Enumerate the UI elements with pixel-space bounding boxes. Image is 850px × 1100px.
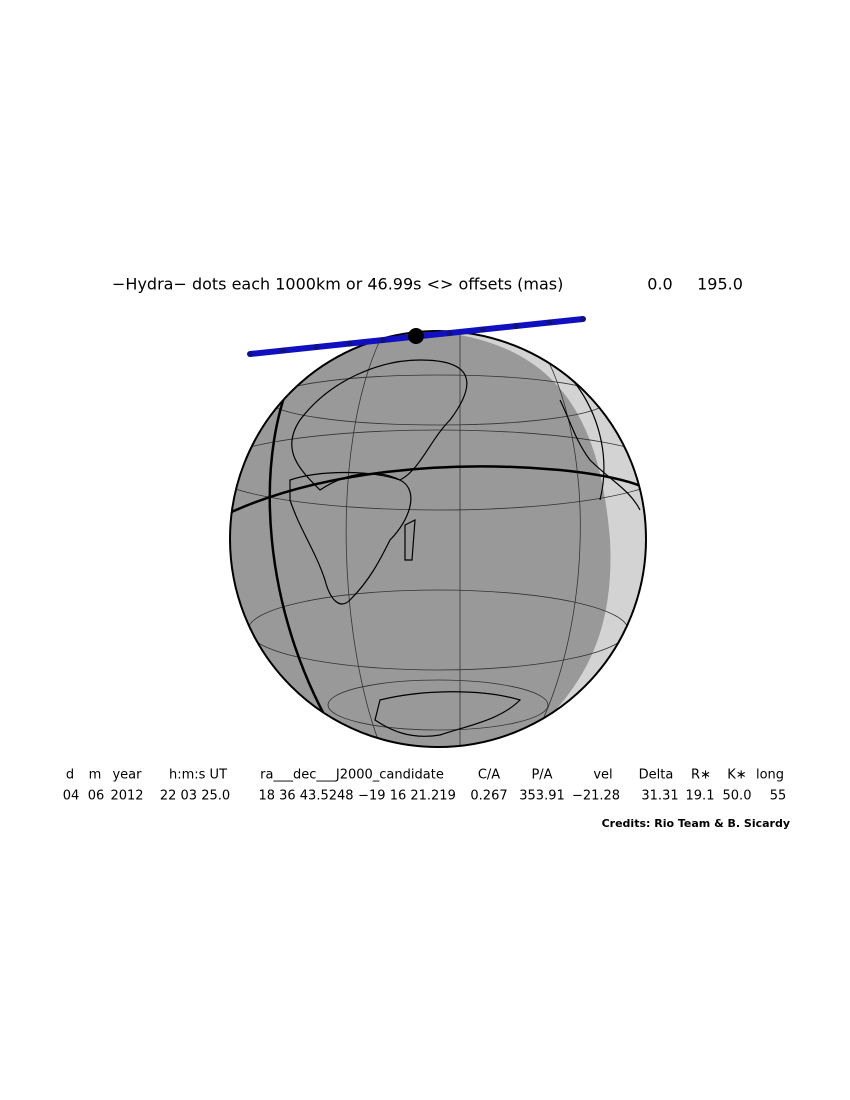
column-value: 2012 [110, 789, 143, 804]
offset: 0.0 [647, 275, 672, 294]
globe-disk [230, 331, 646, 747]
column-value: 0.267 [470, 789, 507, 804]
path-dot [546, 319, 553, 326]
column-value: 353.91 [519, 789, 565, 804]
column-header: ra___dec___J2000_candidate [260, 768, 444, 783]
globe-outline [229, 330, 647, 748]
closest-approach [408, 328, 424, 344]
path-dot [280, 347, 287, 354]
path-dot [580, 316, 586, 322]
parameter-table: d m year h:m:s UT ra___dec___J2000_candidate… [63, 768, 787, 804]
column-header: m [89, 768, 102, 783]
column-value: 50.0 [723, 789, 752, 804]
shadow-limit [230, 465, 646, 517]
coastlines [289, 331, 641, 737]
offset: 195.0 [697, 275, 743, 294]
title: −Hydra− dots each 1000km or 46.99s <> of… [112, 275, 563, 294]
column-header: P/A [531, 768, 552, 783]
column-value: 22 03 25.0 [160, 789, 230, 804]
column-header: Delta [639, 768, 674, 783]
path-dot [513, 323, 520, 329]
path-dot [480, 326, 487, 333]
column-value: 31.31 [641, 789, 678, 804]
path-dot [346, 340, 353, 347]
column-value: 06 [88, 789, 105, 804]
column-header: R∗ [691, 768, 711, 783]
path-dot [446, 330, 453, 336]
column-value: 04 [63, 789, 80, 804]
column-header: h:m:s UT [169, 768, 227, 783]
column-header: C/A [478, 768, 500, 783]
path-dot [247, 351, 253, 357]
column-header: d [66, 768, 74, 783]
column-value: 55 [770, 789, 787, 804]
column-header: vel [593, 768, 612, 783]
column-header: year [112, 768, 142, 783]
occultation-path [247, 316, 586, 357]
column-value: 19.1 [686, 789, 715, 804]
column-header: long [756, 768, 784, 783]
column-value: 18 36 43.5248 [258, 789, 353, 804]
credits: Credits: Rio Team & B. Sicardy [602, 817, 790, 830]
column-value: −19 16 21.219 [358, 789, 456, 804]
path-dot [380, 337, 387, 343]
globe [229, 330, 647, 748]
column-value: −21.28 [572, 789, 620, 804]
column-header: K∗ [727, 768, 746, 783]
path-dot [313, 344, 320, 350]
